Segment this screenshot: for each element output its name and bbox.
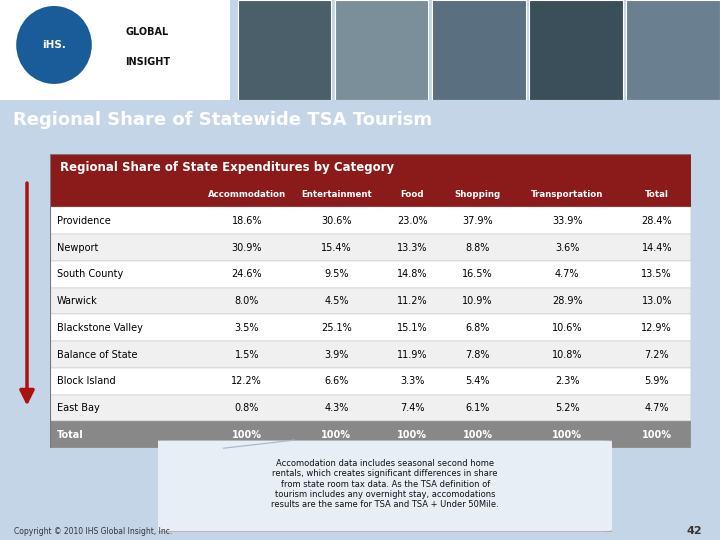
Text: Newport: Newport [57,242,98,253]
Text: GLOBAL: GLOBAL [126,27,169,37]
Text: 11.2%: 11.2% [397,296,428,306]
Text: 24.6%: 24.6% [231,269,262,279]
Text: Blackstone Valley: Blackstone Valley [57,323,143,333]
Text: Regional Share of State Expenditures by Category: Regional Share of State Expenditures by … [60,161,394,174]
Text: 25.1%: 25.1% [321,323,352,333]
Bar [238,0,331,100]
Text: 9.5%: 9.5% [324,269,348,279]
Text: Providence: Providence [57,216,111,226]
Text: Food: Food [400,190,424,199]
Text: Warwick: Warwick [57,296,97,306]
Text: 11.9%: 11.9% [397,349,428,360]
Bar [50,181,691,207]
Text: iHS.: iHS. [42,40,66,50]
Text: 100%: 100% [642,430,672,440]
Bar [50,314,691,341]
Text: 15.1%: 15.1% [397,323,428,333]
Text: 3.3%: 3.3% [400,376,424,386]
Text: Entertainment: Entertainment [301,190,372,199]
Bar [50,234,691,261]
Text: 7.2%: 7.2% [644,349,669,360]
Text: 30.6%: 30.6% [321,216,351,226]
Text: Total: Total [645,190,669,199]
Text: 4.7%: 4.7% [644,403,669,413]
Text: 10.6%: 10.6% [552,323,582,333]
Text: Total: Total [57,430,84,440]
Text: 3.6%: 3.6% [555,242,580,253]
Text: 6.6%: 6.6% [324,376,348,386]
Text: 4.7%: 4.7% [555,269,580,279]
Ellipse shape [17,6,92,84]
Text: 7.4%: 7.4% [400,403,424,413]
Bar [50,261,691,288]
Text: South County: South County [57,269,123,279]
Text: East Bay: East Bay [57,403,99,413]
Text: 23.0%: 23.0% [397,216,428,226]
Text: 4.5%: 4.5% [324,296,348,306]
Text: 5.9%: 5.9% [644,376,669,386]
Text: 6.1%: 6.1% [465,403,490,413]
Bar [432,0,526,100]
Text: 16.5%: 16.5% [462,269,493,279]
Text: 4.3%: 4.3% [324,403,348,413]
Text: Block Island: Block Island [57,376,115,386]
Text: 3.5%: 3.5% [235,323,259,333]
Text: 0.8%: 0.8% [235,403,259,413]
Text: 100%: 100% [462,430,492,440]
Text: 12.2%: 12.2% [231,376,262,386]
Text: 18.6%: 18.6% [232,216,262,226]
Text: Transportation: Transportation [531,190,603,199]
Text: 37.9%: 37.9% [462,216,493,226]
Text: 33.9%: 33.9% [552,216,582,226]
Bar [50,341,691,368]
Text: Copyright © 2010 IHS Global Insight, Inc.: Copyright © 2010 IHS Global Insight, Inc… [14,526,173,536]
Text: 5.2%: 5.2% [555,403,580,413]
Bar [50,395,691,421]
Bar [0,0,230,100]
Text: 100%: 100% [552,430,582,440]
Bar [626,0,720,100]
Bar [50,368,691,395]
Text: Accomodation data includes seasonal second home
rentals, which creates significa: Accomodation data includes seasonal seco… [271,459,499,509]
Text: 12.9%: 12.9% [642,323,672,333]
Text: 100%: 100% [321,430,351,440]
Text: 100%: 100% [397,430,427,440]
Text: 13.3%: 13.3% [397,242,428,253]
Text: 10.9%: 10.9% [462,296,493,306]
Text: 14.8%: 14.8% [397,269,428,279]
Text: 100%: 100% [232,430,262,440]
Bar [529,0,623,100]
Text: 15.4%: 15.4% [321,242,351,253]
Text: 1.5%: 1.5% [235,349,259,360]
Text: Balance of State: Balance of State [57,349,138,360]
Text: 13.0%: 13.0% [642,296,672,306]
Text: Accommodation: Accommodation [207,190,286,199]
Bar [50,207,691,234]
Text: 14.4%: 14.4% [642,242,672,253]
Text: 2.3%: 2.3% [555,376,580,386]
Text: 8.8%: 8.8% [465,242,490,253]
Text: 7.8%: 7.8% [465,349,490,360]
Text: INSIGHT: INSIGHT [125,57,170,67]
Bar [50,288,691,314]
Text: 42: 42 [686,525,702,536]
Text: 8.0%: 8.0% [235,296,259,306]
Text: 28.4%: 28.4% [642,216,672,226]
Text: Shopping: Shopping [454,190,500,199]
Text: 6.8%: 6.8% [465,323,490,333]
Text: 5.4%: 5.4% [465,376,490,386]
Text: Regional Share of Statewide TSA Tourism: Regional Share of Statewide TSA Tourism [13,111,432,129]
Text: 28.9%: 28.9% [552,296,582,306]
Text: 13.5%: 13.5% [642,269,672,279]
Bar [335,0,428,100]
Text: 3.9%: 3.9% [324,349,348,360]
Bar [50,421,691,448]
FancyBboxPatch shape [149,440,616,532]
Text: 10.8%: 10.8% [552,349,582,360]
Bar [50,154,691,181]
Text: 30.9%: 30.9% [232,242,262,253]
